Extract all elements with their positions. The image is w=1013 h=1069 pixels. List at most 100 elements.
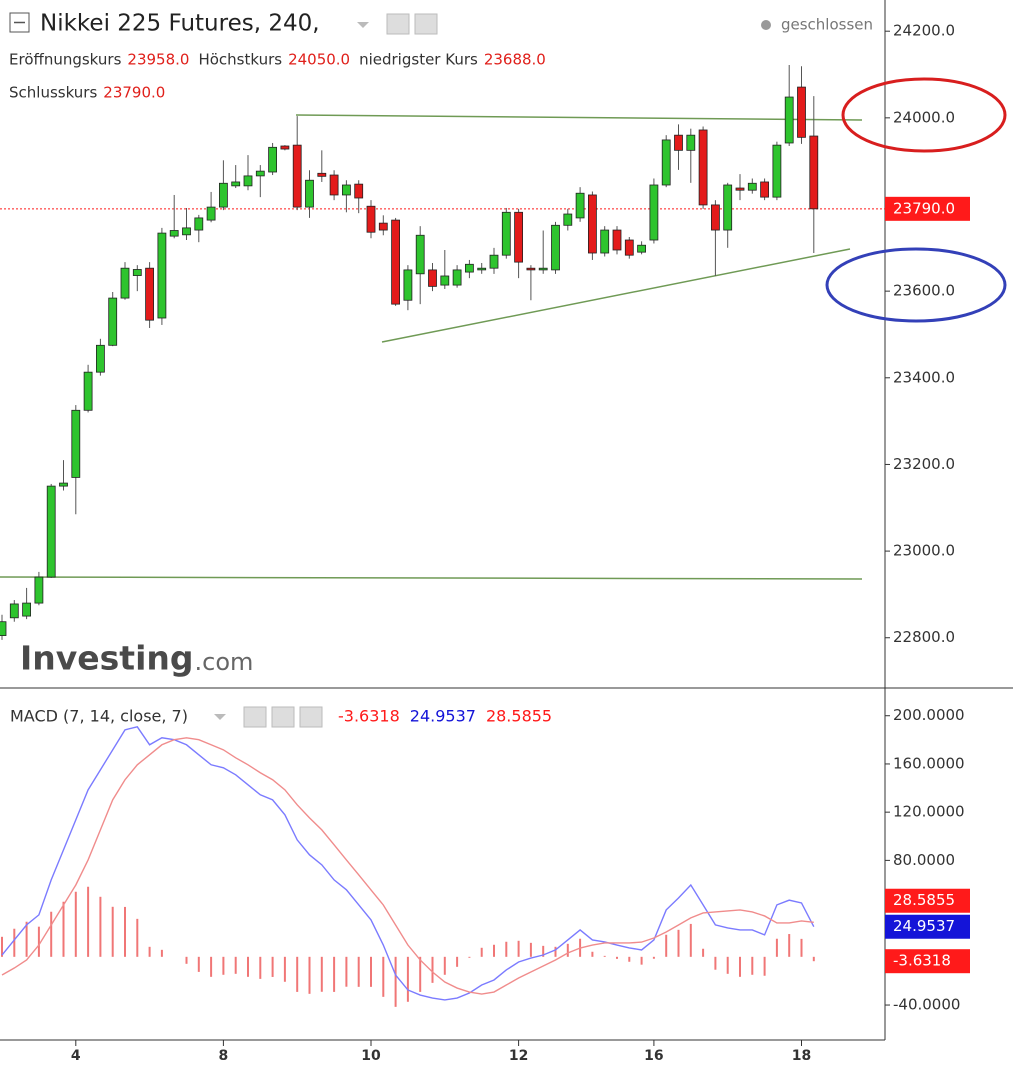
watermark-suffix: .com	[195, 648, 254, 676]
candle-body	[354, 183, 364, 199]
x-tick-label: 18	[792, 1048, 811, 1064]
indicator-settings-icon[interactable]	[271, 706, 295, 728]
candle-body	[452, 269, 462, 286]
candle-body	[723, 184, 733, 231]
x-tick-label: 16	[644, 1048, 663, 1064]
candle-body	[218, 182, 228, 208]
candle-body	[415, 234, 425, 275]
watermark: Investing	[20, 639, 194, 678]
y-tick-label: 23000.0	[893, 542, 955, 560]
legend-label: Höchstkurs	[198, 51, 282, 69]
y-tick-label: 23400.0	[893, 368, 955, 386]
candle-body	[194, 217, 204, 231]
candle-body	[514, 211, 523, 263]
legend-label: Schlusskurs	[9, 84, 97, 102]
candle-body	[403, 269, 413, 301]
candle-body	[292, 144, 302, 208]
candle-body	[809, 135, 819, 210]
red-circle-annotation	[841, 77, 1007, 153]
candle-body	[96, 344, 105, 373]
indicator-title: MACD (7, 14, close, 7)	[10, 707, 188, 726]
x-tick-label: 8	[219, 1048, 229, 1064]
candle-body	[747, 182, 757, 191]
visibility-icon[interactable]	[386, 13, 410, 35]
candle-body	[0, 621, 7, 636]
candle-body	[366, 205, 376, 233]
value-box-label: 28.5855	[893, 891, 955, 909]
candle-body	[317, 172, 327, 177]
candle-body	[686, 134, 696, 151]
support-trendline	[381, 248, 851, 343]
candle-body	[501, 211, 511, 256]
value-box-label: -3.6318	[893, 952, 951, 970]
last-price-label: 23790.0	[893, 199, 955, 217]
candle-body	[760, 181, 769, 198]
legend-value: 23688.0	[484, 51, 546, 69]
indicator-value: -3.6318	[338, 707, 400, 726]
macd-line	[1, 737, 814, 995]
candle-body	[612, 229, 622, 251]
y-tick-label: -40.0000	[893, 996, 960, 1014]
candle-body	[588, 194, 597, 254]
candle-body	[784, 96, 794, 144]
candle-body	[538, 267, 548, 271]
candle-body	[255, 170, 265, 177]
chart-title: Nikkei 225 Futures, 240,	[40, 11, 320, 37]
y-tick-label: 200.0000	[893, 706, 965, 724]
candle-body	[674, 134, 683, 151]
candle-body	[145, 267, 155, 321]
blue-circle-annotation	[825, 247, 1007, 323]
annotations	[825, 77, 1007, 323]
candle-body	[711, 204, 720, 231]
indicator-dropdown[interactable]	[214, 714, 226, 720]
candle-body	[526, 267, 536, 271]
macd-line	[1, 726, 815, 1001]
candle-body	[169, 230, 179, 237]
candle-body	[34, 576, 44, 604]
candle-body	[157, 232, 167, 319]
value-box	[885, 888, 970, 913]
candle-body	[440, 275, 450, 286]
candle-body	[59, 482, 68, 487]
candle-body	[637, 244, 646, 253]
candle-body	[341, 184, 351, 196]
legend-value: 23958.0	[127, 51, 189, 69]
candle-body	[120, 267, 130, 299]
indicator-visibility-icon[interactable]	[243, 706, 267, 728]
candle-body	[268, 146, 278, 173]
y-tick-label: 120.0000	[893, 803, 965, 821]
y-tick-label: 23200.0	[893, 455, 955, 473]
candle-body	[661, 139, 671, 186]
candle-body	[600, 229, 610, 254]
candle-body	[46, 485, 56, 578]
candle-body	[428, 269, 437, 287]
value-box-label: 24.9537	[893, 917, 955, 935]
y-tick-label: 24200.0	[893, 22, 955, 40]
candle-body	[735, 187, 745, 191]
collapse-icon[interactable]	[9, 12, 30, 33]
last-price-box	[885, 196, 970, 221]
status-dot	[761, 20, 771, 30]
y-tick-label: 160.0000	[893, 754, 965, 772]
legend-value: 23790.0	[103, 84, 165, 102]
candle-body	[551, 224, 560, 271]
dropdown-icon[interactable]	[357, 22, 369, 28]
candle-body	[329, 174, 339, 196]
value-box	[885, 914, 970, 939]
x-tick-label: 12	[509, 1048, 528, 1064]
candle-body	[649, 184, 659, 241]
settings-icon[interactable]	[414, 13, 438, 35]
candle-body	[575, 192, 585, 219]
horizontal-support-line	[0, 576, 863, 580]
candle-body	[698, 129, 708, 206]
candle-body	[182, 227, 191, 236]
indicator-value: 24.9537	[410, 707, 476, 726]
candle-body	[464, 263, 474, 273]
indicator-remove-icon[interactable]	[299, 706, 323, 728]
market-status: geschlossen	[781, 16, 873, 34]
y-tick-label: 23600.0	[893, 282, 955, 300]
indicator-value: 28.5855	[486, 707, 552, 726]
candle-body	[231, 181, 241, 187]
